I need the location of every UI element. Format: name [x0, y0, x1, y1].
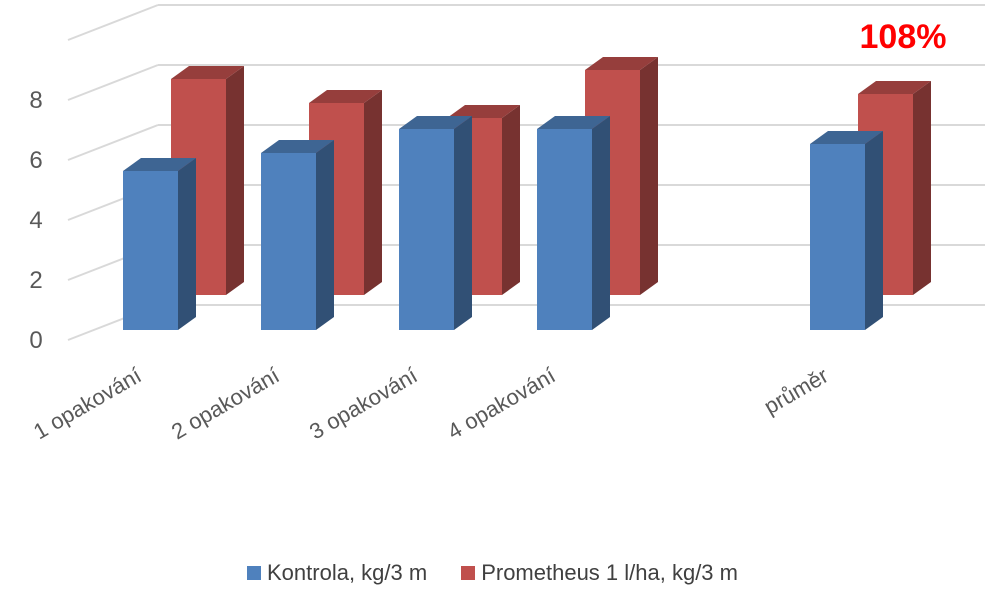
- x-label-6: průměr: [760, 363, 833, 419]
- x-label-4: 4 opakování: [443, 363, 559, 445]
- legend-swatch-series-1: [247, 566, 261, 580]
- x-label-2: 2 opakování: [167, 363, 283, 445]
- legend-label-series-2: Prometheus 1 l/ha, kg/3 m: [481, 560, 738, 585]
- y-axis-ticks: 0 2 4 6 8: [29, 87, 42, 354]
- x-label-3: 3 opakování: [305, 363, 421, 445]
- y-tick-2: 2: [29, 267, 42, 294]
- bar-s1-c6: [810, 131, 883, 330]
- annotations: 108%: [860, 18, 947, 56]
- y-tick-0: 0: [29, 327, 42, 354]
- bar-s2-c2: [309, 90, 382, 295]
- annotation-label: 108%: [860, 18, 947, 56]
- y-tick-4: 4: [29, 207, 42, 234]
- legend-item-series-2: Prometheus 1 l/ha, kg/3 m: [461, 560, 738, 586]
- legend-item-series-1: Kontrola, kg/3 m: [247, 560, 427, 586]
- bar-s1-c3: [399, 116, 472, 330]
- bar-s1-c1: [123, 158, 196, 330]
- y-tick-6: 6: [29, 147, 42, 174]
- gridline-diag-8: [67, 64, 159, 101]
- bars: [123, 57, 931, 330]
- x-label-1: 1 opakování: [29, 363, 145, 445]
- legend-label-series-1: Kontrola, kg/3 m: [267, 560, 428, 585]
- y-tick-8: 8: [29, 87, 42, 114]
- gridline-diag-6: [67, 124, 159, 161]
- bar-s1-c2: [261, 140, 334, 330]
- legend-swatch-series-2: [461, 566, 476, 580]
- gridline-top-diag: [67, 4, 159, 41]
- bar-s1-c4: [537, 116, 610, 330]
- bar-chart-3d: 0 2 4 6 8 1 opakování 2 opakování 3 opakování 4…: [29, 4, 985, 445]
- legend: Kontrola, kg/3 m Prometheus 1 l/ha, kg/3…: [0, 560, 985, 586]
- x-axis-labels: 1 opakování 2 opakování 3 opakování 4 opako…: [29, 363, 832, 445]
